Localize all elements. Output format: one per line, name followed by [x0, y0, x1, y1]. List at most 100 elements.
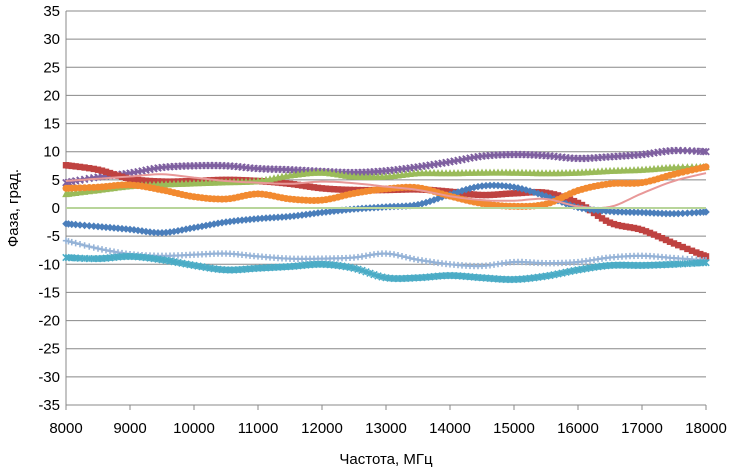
- data-marker: [322, 185, 330, 192]
- y-axis-title: Фаза, град.: [5, 169, 22, 247]
- data-marker: [530, 188, 538, 197]
- data-marker: [598, 206, 606, 215]
- data-marker: [518, 185, 526, 193]
- data-marker: [110, 224, 118, 232]
- data-marker: [490, 181, 498, 190]
- data-marker: [334, 206, 342, 215]
- data-marker: [98, 223, 106, 231]
- data-marker: [506, 190, 514, 197]
- data-marker: [614, 208, 622, 216]
- data-marker: [154, 228, 162, 237]
- data-marker: [266, 214, 274, 222]
- data-marker: [654, 209, 662, 218]
- data-marker: [630, 224, 638, 232]
- series-group: [62, 146, 710, 284]
- data-marker: [642, 208, 650, 217]
- data-marker: [76, 221, 84, 229]
- series-4: [62, 181, 710, 237]
- data-marker: [538, 191, 546, 199]
- data-marker: [626, 208, 634, 217]
- data-marker: [502, 190, 510, 198]
- data-marker: [294, 181, 302, 189]
- data-marker: [110, 171, 118, 178]
- data-marker: [258, 214, 266, 223]
- x-tick-label: 16000: [557, 420, 599, 437]
- data-marker: [675, 241, 682, 249]
- y-tick-label: -25: [38, 341, 60, 358]
- data-marker: [72, 163, 79, 170]
- x-tick-label: 12000: [301, 420, 343, 437]
- data-marker: [98, 167, 106, 174]
- data-marker: [330, 186, 338, 193]
- data-marker: [410, 201, 418, 210]
- data-marker: [522, 186, 530, 194]
- y-tick-label: 35: [43, 3, 60, 20]
- data-marker: [270, 178, 278, 186]
- data-marker: [514, 184, 522, 192]
- data-marker: [86, 164, 93, 172]
- data-marker: [442, 188, 450, 195]
- data-marker: [142, 177, 150, 184]
- data-marker: [490, 191, 498, 198]
- data-marker: [650, 209, 658, 217]
- data-marker: [80, 221, 89, 230]
- x-tick-label: 11000: [238, 420, 279, 437]
- series-8: [62, 252, 710, 284]
- data-marker: [274, 213, 282, 222]
- data-marker: [106, 223, 114, 232]
- data-marker: [526, 187, 534, 195]
- data-marker: [518, 189, 526, 197]
- data-marker: [314, 209, 322, 217]
- data-marker: [98, 246, 106, 253]
- data-marker: [76, 163, 84, 171]
- data-marker: [398, 202, 406, 211]
- data-marker: [590, 206, 598, 214]
- data-marker: [666, 238, 674, 245]
- data-marker: [102, 168, 110, 176]
- data-marker: [122, 174, 130, 182]
- data-marker: [81, 242, 88, 249]
- data-marker: [586, 205, 594, 214]
- data-marker: [618, 208, 626, 216]
- data-marker: [406, 254, 414, 262]
- data-marker: [662, 236, 670, 244]
- y-tick-label: 20: [43, 87, 60, 104]
- data-marker: [466, 184, 474, 193]
- data-marker: [688, 247, 696, 254]
- data-marker: [90, 165, 97, 173]
- x-tick-label: 13000: [365, 420, 407, 437]
- data-marker: [68, 238, 75, 246]
- data-marker: [106, 169, 114, 177]
- data-marker: [626, 224, 634, 231]
- data-marker: [394, 202, 402, 211]
- data-marker: [86, 243, 93, 250]
- y-tick-label: 15: [43, 116, 60, 133]
- data-marker: [514, 189, 522, 197]
- data-marker: [594, 212, 602, 219]
- y-tick-labels: 35 30 25 20 15 10 5 0 -5 -10 -15 -20 -25 -30 -35: [38, 3, 60, 414]
- data-marker: [693, 249, 700, 256]
- data-marker: [630, 208, 638, 217]
- y-tick-label: 10: [43, 144, 60, 161]
- data-marker: [486, 191, 494, 199]
- data-marker: [71, 220, 80, 229]
- data-marker: [102, 223, 110, 232]
- y-tick-label: -15: [38, 284, 60, 301]
- data-marker: [294, 211, 302, 220]
- data-marker: [76, 241, 84, 248]
- y-tick-label: 5: [52, 172, 60, 189]
- data-marker: [394, 252, 402, 259]
- x-tick-label: 8000: [49, 420, 82, 437]
- data-marker: [330, 207, 338, 215]
- data-marker: [618, 222, 626, 230]
- data-marker: [622, 223, 630, 230]
- data-marker: [462, 190, 470, 197]
- x-tick-label: 14000: [429, 420, 471, 437]
- data-marker: [594, 206, 602, 215]
- x-tick-labels: 8000 9000 10000 11000 12000 13000 14000 15000 16…: [49, 420, 727, 437]
- data-marker: [68, 162, 75, 170]
- y-tick-label: -20: [38, 313, 60, 330]
- data-marker: [614, 221, 622, 229]
- data-marker: [646, 209, 654, 217]
- data-marker: [546, 193, 554, 202]
